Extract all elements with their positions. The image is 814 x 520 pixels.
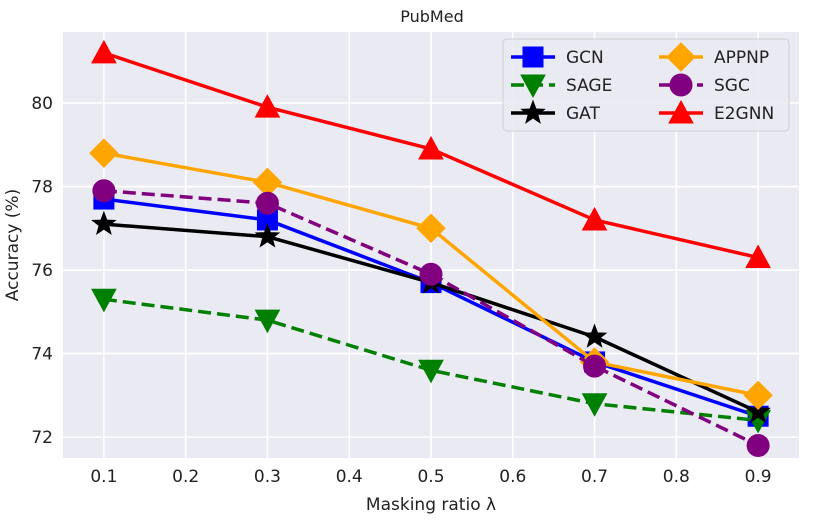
y-tick-label: 76: [31, 261, 53, 281]
y-tick-label: 78: [31, 178, 53, 198]
legend-entry-gcn: GCN: [511, 46, 604, 68]
data-point: [91, 288, 117, 313]
tick-labels: 0.1 0.2 0.3 0.4 0.5 0.6 0.7 0.8 0.9 72 74 76 78 80: [31, 94, 771, 487]
legend-label: SAGE: [566, 76, 612, 96]
y-tick-label: 74: [31, 345, 53, 365]
data-point: [89, 138, 119, 168]
data-point: [416, 213, 446, 243]
legend-marker: [522, 46, 544, 68]
legend-marker: [669, 73, 693, 97]
data-point: [254, 94, 281, 118]
legend-marker: [666, 42, 696, 72]
series-group: [89, 39, 773, 457]
data-point: [254, 223, 281, 248]
x-tick-label: 0.7: [581, 467, 608, 487]
legend: GCN SAGE GAT APPNP SGC E2GNN: [502, 38, 790, 132]
data-point: [581, 393, 608, 417]
legend-label: GAT: [566, 104, 600, 124]
data-point: [745, 244, 771, 269]
legend-marker: [668, 99, 694, 124]
series-sage: [91, 288, 771, 434]
legend-label: APPNP: [714, 48, 769, 68]
x-tick-label: 0.8: [663, 467, 690, 487]
legend-label: E2GNN: [714, 104, 774, 124]
data-point: [743, 380, 773, 411]
x-tick-label: 0.6: [499, 467, 526, 487]
chart-title: PubMed: [400, 7, 463, 26]
y-tick-label: 80: [31, 94, 53, 114]
x-tick-label: 0.1: [90, 467, 117, 487]
x-tick-label: 0.3: [254, 467, 281, 487]
data-point: [746, 433, 770, 457]
data-point: [745, 398, 771, 423]
data-point: [418, 359, 444, 384]
y-tick-label: 72: [31, 428, 53, 448]
y-axis-label: Accuracy (%): [3, 189, 23, 301]
x-tick-label: 0.5: [417, 467, 444, 487]
x-tick-label: 0.9: [745, 467, 772, 487]
data-point: [583, 354, 607, 378]
data-point: [254, 309, 281, 334]
data-point: [255, 191, 279, 215]
x-axis-label: Masking ratio λ: [366, 495, 496, 515]
data-point: [581, 206, 608, 231]
legend-entry-appnp: APPNP: [659, 42, 769, 72]
legend-entry-sage: SAGE: [511, 74, 612, 99]
legend-entry-sgc: SGC: [659, 73, 750, 97]
series-e2gnn: [91, 39, 771, 269]
x-tick-label: 0.2: [172, 467, 199, 487]
data-point: [91, 210, 117, 235]
data-point: [92, 179, 116, 203]
legend-marker: [520, 99, 546, 124]
legend-frame: [502, 38, 790, 132]
legend-label: GCN: [566, 48, 604, 68]
x-tick-label: 0.4: [336, 467, 363, 487]
legend-marker: [520, 74, 546, 99]
legend-entry-gat: GAT: [511, 99, 600, 124]
data-point: [419, 262, 443, 286]
data-point: [418, 135, 444, 160]
legend-label: SGC: [714, 76, 750, 96]
data-point: [581, 323, 608, 348]
legend-entry-e2gnn: E2GNN: [659, 99, 774, 124]
series-sgc: [92, 179, 770, 457]
data-point: [91, 39, 117, 64]
